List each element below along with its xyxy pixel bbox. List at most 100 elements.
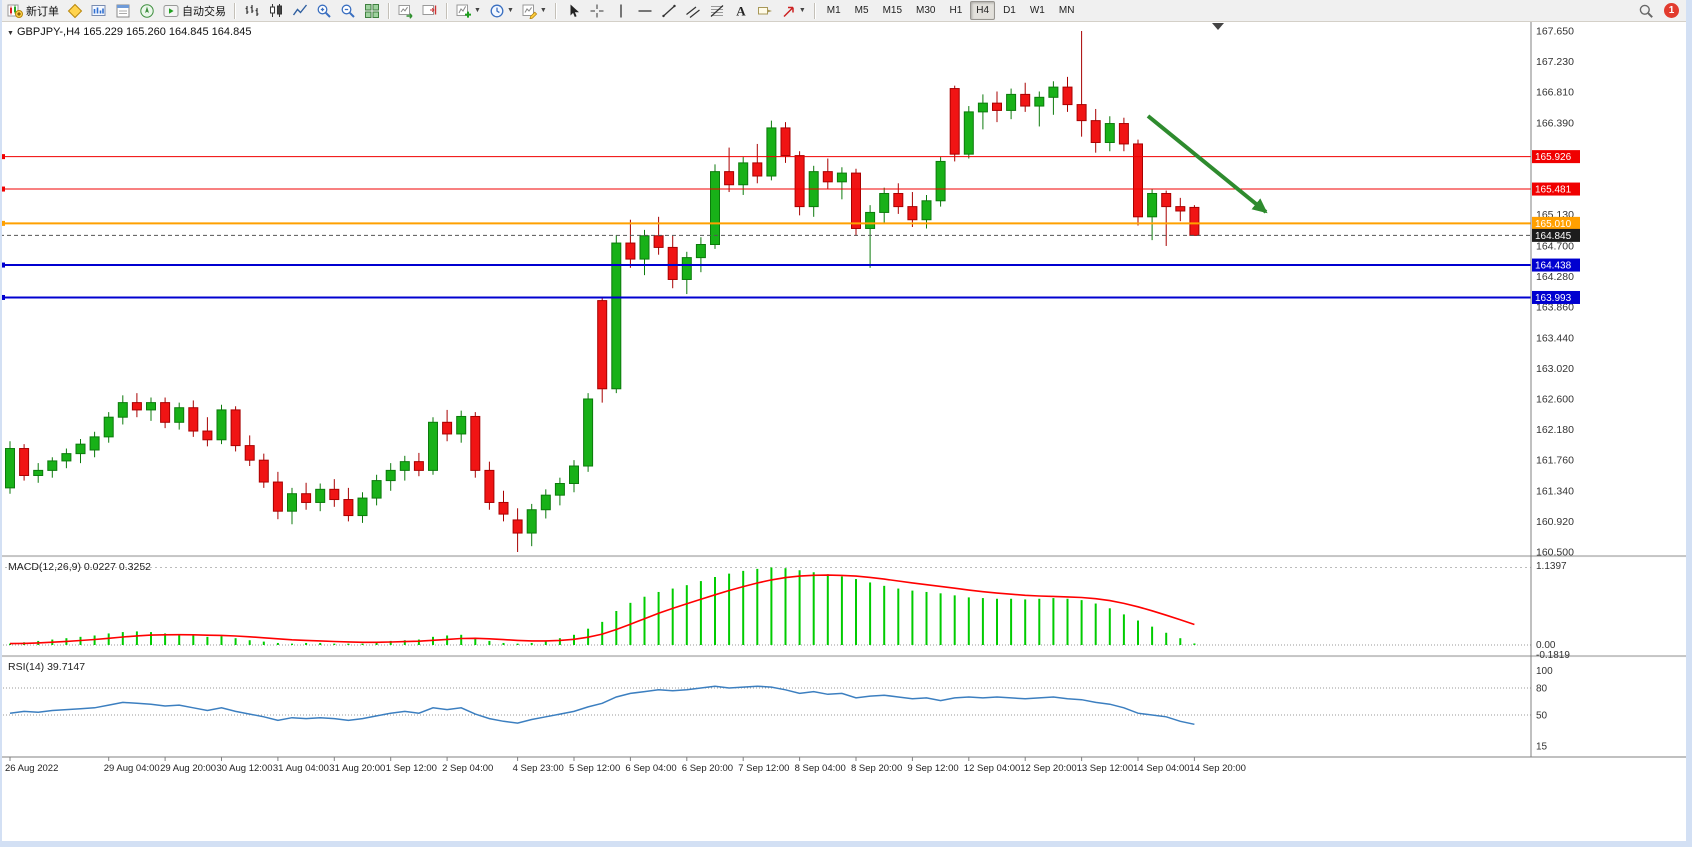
price-level-badge (1532, 258, 1580, 272)
arrows-button[interactable]: ▼ (778, 0, 809, 22)
indicators-button[interactable]: ▼ (453, 0, 484, 22)
candle (301, 493, 312, 503)
trend-arrow[interactable] (1146, 114, 1268, 214)
cursor-button[interactable] (562, 0, 584, 22)
candle (653, 235, 664, 248)
candlestick-series (5, 31, 1200, 552)
zoom-out-icon (341, 4, 355, 18)
candle (597, 300, 608, 390)
price-level-badge (1532, 182, 1580, 196)
chevron-down-icon: ▼ (539, 7, 547, 14)
candle (117, 402, 128, 418)
candle (287, 493, 297, 512)
bar-chart-button[interactable] (241, 0, 263, 22)
candle (89, 436, 100, 451)
candle (794, 155, 805, 208)
candle (33, 469, 44, 476)
timeframe-m15-button[interactable]: M15 (882, 5, 903, 16)
candle (766, 127, 777, 177)
notification-badge[interactable]: 1 (1664, 3, 1679, 18)
templates-button[interactable]: ▼ (519, 0, 550, 22)
time-axis-label: 29 Aug 04:00 (104, 763, 160, 774)
fibonacci-button[interactable] (706, 0, 728, 22)
autotrade-button[interactable]: 自动交易 (160, 0, 229, 22)
candle (1104, 123, 1115, 143)
rsi-line (9, 685, 1195, 726)
vertical-line-button[interactable] (610, 0, 632, 22)
price-axis-label: 164.280 (1536, 271, 1574, 283)
text-button[interactable]: A (730, 0, 752, 22)
price-axis-label: 161.760 (1536, 455, 1574, 467)
candle (357, 497, 368, 517)
timeframe-h1-button[interactable]: H1 (949, 5, 963, 16)
candle (258, 459, 269, 483)
candle (1062, 86, 1073, 106)
candle (371, 480, 382, 499)
chart-shift-marker[interactable] (1212, 23, 1224, 30)
level-left-marker (0, 294, 5, 300)
candle (949, 88, 960, 155)
window-frame-bottom (0, 841, 1692, 847)
experts-button[interactable] (64, 0, 86, 22)
candle (639, 235, 650, 260)
market-watch-button[interactable] (88, 0, 110, 22)
timeframe-h4-button[interactable]: H4 (970, 1, 996, 20)
search-button[interactable] (1635, 0, 1657, 22)
text-label-button[interactable] (754, 0, 776, 22)
new-order-button[interactable]: 新订单 (4, 0, 62, 22)
crosshair-button[interactable] (586, 0, 608, 22)
candle (1006, 93, 1017, 111)
periods-button[interactable]: ▼ (486, 0, 517, 22)
price-axis-label: 160.920 (1536, 516, 1574, 528)
window-frame-left (0, 0, 2, 847)
timeframe-m30-button[interactable]: M30 (916, 5, 936, 16)
candle (230, 409, 241, 447)
channel-button[interactable] (682, 0, 704, 22)
timeframe-w1-button[interactable]: W1 (1029, 5, 1045, 16)
data-window-button[interactable] (112, 0, 134, 22)
arrows-icon (783, 6, 794, 17)
autotrade-button-label: 自动交易 (182, 5, 226, 18)
chart-shift-button[interactable] (419, 0, 441, 22)
candle (103, 416, 114, 438)
level-left-marker (0, 154, 5, 160)
tile-windows-button[interactable] (361, 0, 383, 22)
candle (498, 501, 509, 515)
rsi-axis-label: 100 (1536, 666, 1553, 677)
candlestick-chart-button[interactable] (265, 0, 287, 22)
candle (611, 242, 622, 390)
symbol-collapse-icon[interactable]: ▼ (7, 30, 14, 37)
candle (61, 453, 72, 462)
tile-windows-icon (365, 3, 379, 18)
candle (963, 111, 974, 155)
candle (188, 407, 199, 432)
time-axis-label: 29 Aug 20:00 (160, 763, 216, 774)
level-left-marker (0, 186, 5, 192)
timeframe-d1-button[interactable]: D1 (1003, 5, 1016, 16)
trend-line-button[interactable] (658, 0, 680, 22)
time-axis-label: 26 Aug 2022 (5, 763, 58, 774)
horizontal-line-icon (638, 9, 652, 12)
navigator-button[interactable] (136, 0, 158, 22)
zoom-in-icon (317, 4, 331, 18)
candle (822, 171, 833, 183)
timeframe-mn-button[interactable]: MN (1058, 5, 1075, 16)
level-left-marker (0, 220, 5, 226)
candle (1133, 143, 1143, 218)
auto-scroll-button[interactable] (395, 0, 417, 22)
candle (47, 460, 58, 471)
candle (385, 469, 396, 482)
candle (921, 200, 932, 221)
line-chart-button[interactable] (289, 0, 311, 22)
timeframe-m1-button[interactable]: M1 (826, 5, 841, 16)
timeframe-m5-button[interactable]: M5 (854, 5, 869, 16)
horizontal-line-button[interactable] (634, 0, 656, 22)
toolbar-separator (234, 2, 236, 19)
candle (526, 509, 537, 534)
zoom-in-button[interactable] (313, 0, 335, 22)
zoom-out-button[interactable] (337, 0, 359, 22)
candle (583, 398, 594, 467)
candle (512, 519, 523, 534)
price-axis-label: 160.500 (1536, 546, 1574, 558)
